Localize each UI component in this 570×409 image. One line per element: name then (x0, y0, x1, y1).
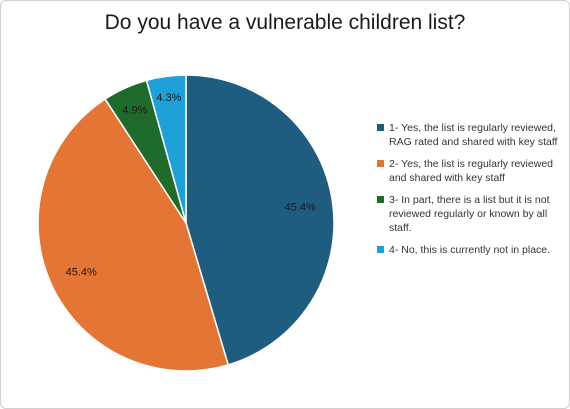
legend-label-1: 1- Yes, the list is regularly reviewed, … (389, 122, 558, 148)
data-label-1: 45.4% (285, 201, 316, 213)
legend-swatch-1 (377, 124, 384, 131)
legend-label-3: 3- In part, there is a list but it is no… (389, 194, 550, 234)
legend-label-2: 2- Yes, the list is regularly reviewed a… (389, 158, 553, 184)
pie-slice-1 (185, 74, 335, 366)
chart-title: Do you have a vulnerable children list? (104, 11, 466, 34)
legend-swatch-2 (377, 160, 384, 167)
legend-item-4: 4- No, this is currently not in place. (377, 243, 567, 257)
legend: 1- Yes, the list is regularly reviewed, … (377, 121, 567, 265)
pie-slice-2 (37, 98, 230, 372)
legend-swatch-3 (377, 196, 384, 203)
legend-item-1: 1- Yes, the list is regularly reviewed, … (377, 121, 567, 149)
legend-item-3: 3- In part, there is a list but it is no… (377, 193, 567, 235)
pie-slice-4 (145, 74, 187, 224)
data-label-2: 45.4% (66, 266, 97, 278)
data-label-4: 4.3% (156, 92, 181, 104)
legend-swatch-4 (377, 246, 384, 253)
legend-label-4: 4- No, this is currently not in place. (389, 244, 551, 256)
data-label-3: 4.9% (122, 105, 147, 117)
legend-item-2: 2- Yes, the list is regularly reviewed a… (377, 157, 567, 185)
